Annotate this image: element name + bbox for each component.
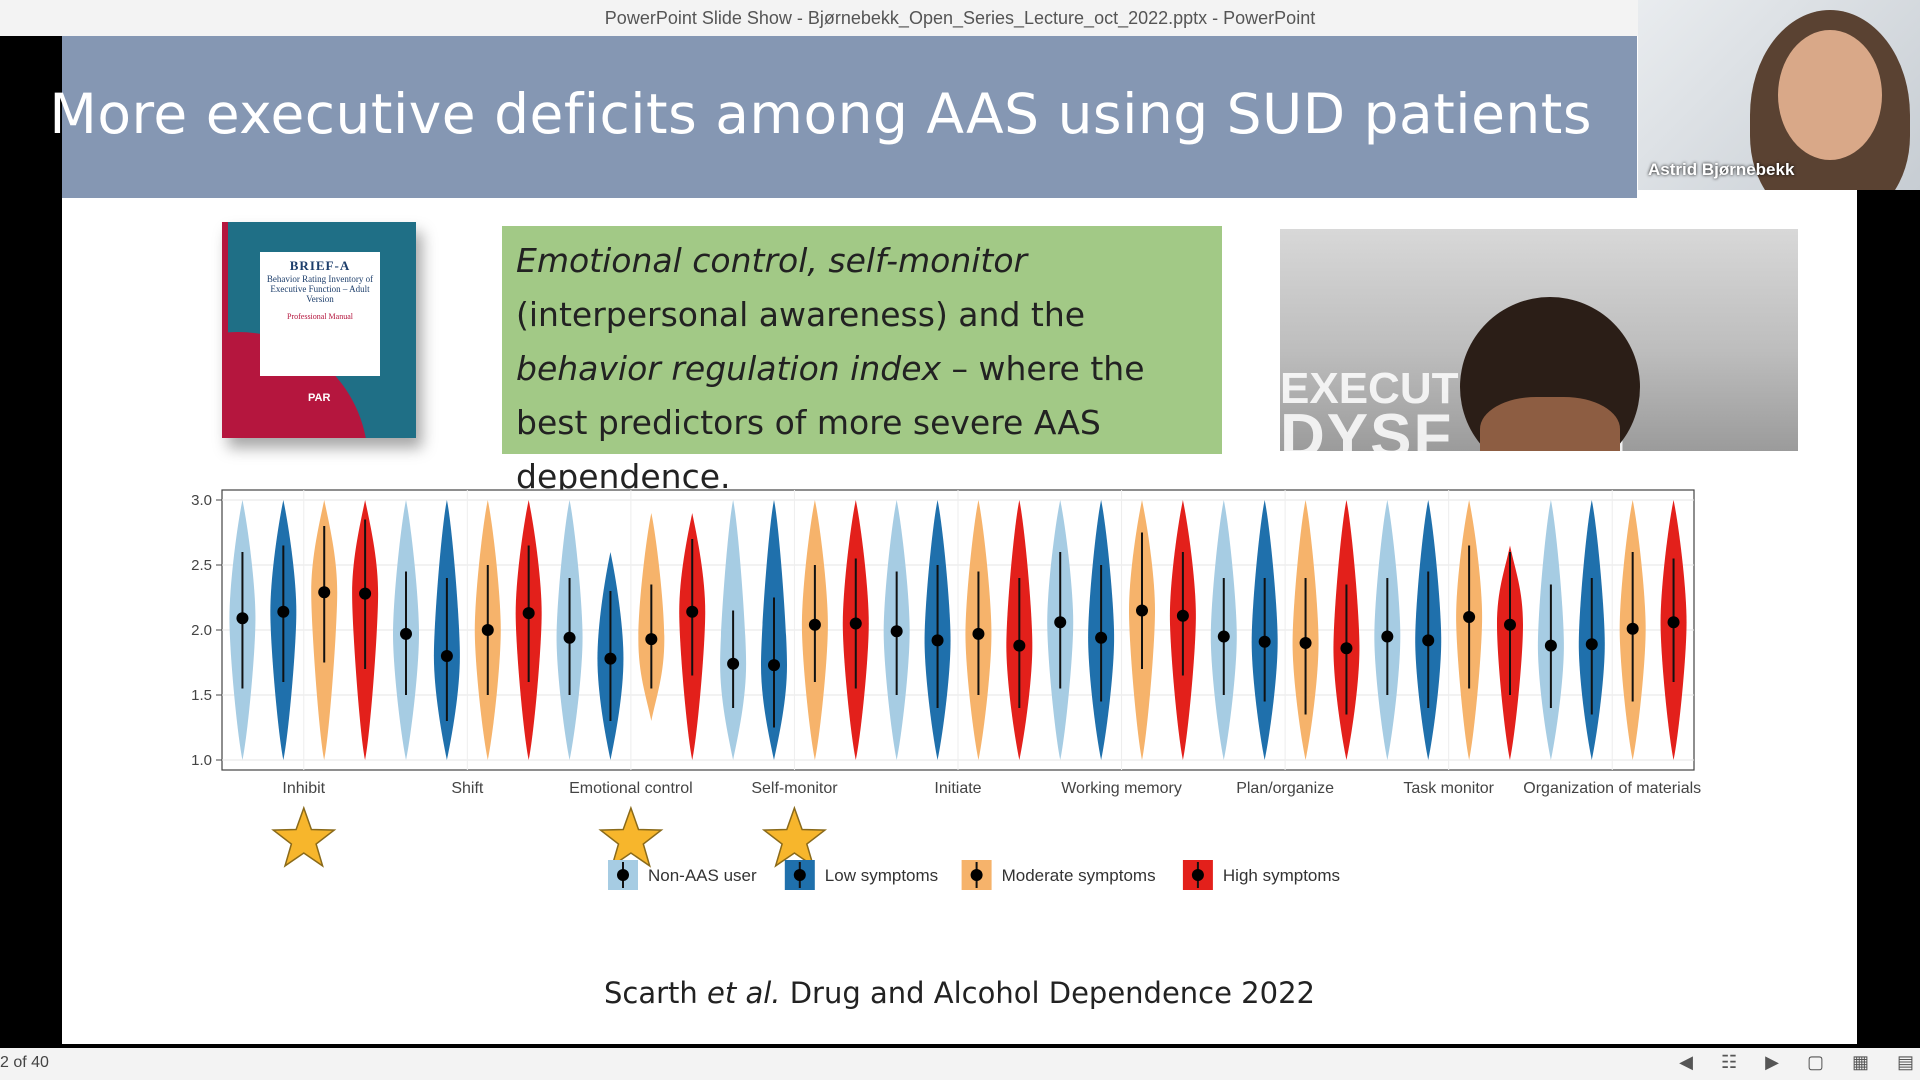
mean-point [1054, 616, 1067, 629]
mean-point [1463, 611, 1476, 623]
book-name: BRIEF-A [289, 258, 351, 273]
mean-point [1422, 634, 1435, 647]
mean-point [768, 659, 780, 672]
mean-point [481, 624, 494, 636]
mean-point [1136, 604, 1148, 617]
mean-point [686, 605, 699, 618]
mean-point [1504, 618, 1516, 631]
photo-face [1480, 397, 1620, 451]
legend-point [617, 869, 629, 881]
mean-point [1667, 616, 1680, 629]
box-italic-1: Emotional control, self-monitor [516, 241, 1028, 280]
x-tick-label: Shift [451, 780, 484, 797]
book-subtitle: Behavior Rating Inventory of Executive F… [266, 274, 374, 304]
y-tick-label: 2.5 [191, 557, 212, 574]
legend-label: High symptoms [1223, 866, 1340, 885]
legend-label: Low symptoms [825, 866, 938, 885]
book-label: BRIEF-A Behavior Rating Inventory of Exe… [260, 252, 380, 376]
mean-point [277, 605, 290, 618]
mean-point [931, 634, 944, 647]
x-tick-label: Emotional control [569, 780, 693, 797]
star-icon [271, 805, 337, 868]
x-tick-label: Inhibit [282, 780, 325, 797]
legend-label: Moderate symptoms [1002, 866, 1156, 885]
mean-point [1013, 639, 1026, 652]
mean-point [1217, 630, 1230, 643]
book-publisher: PAR [308, 392, 331, 404]
slide-title: More executive deficits among AAS using … [49, 82, 1592, 146]
slide-counter: 2 of 40 [0, 1054, 49, 1071]
x-tick-label: Working memory [1061, 780, 1182, 797]
citation-author: Scarth [604, 976, 708, 1010]
window-title: PowerPoint Slide Show - Bjørnebekk_Open_… [604, 8, 1316, 28]
star-icon [761, 805, 828, 868]
legend-point [970, 869, 983, 881]
mean-point [727, 657, 740, 670]
citation-rest: Drug and Alcohol Dependence 2022 [780, 976, 1315, 1010]
mean-point [236, 612, 249, 625]
citation-etal: et al. [707, 976, 781, 1010]
presenter-name: Astrid Bjørnebekk [1648, 160, 1795, 179]
mean-point [1585, 638, 1598, 651]
mean-point [645, 633, 658, 646]
mean-point [1176, 609, 1189, 622]
executive-dysfunction-photo: EXECUTI DYSF TION [1280, 229, 1798, 451]
mean-point [318, 586, 331, 599]
slideshow-controls: ◀ ☷ ▶ ▢ ▦ ▤ [1679, 1052, 1914, 1073]
mean-point [440, 650, 453, 662]
mean-point [1299, 637, 1312, 649]
x-tick-label: Plan/organize [1236, 780, 1334, 797]
normal-view-icon[interactable]: ▢ [1806, 1052, 1824, 1072]
reading-view-icon[interactable]: ▤ [1896, 1052, 1914, 1072]
y-tick-label: 3.0 [191, 492, 212, 509]
title-banner: More executive deficits among AAS using … [49, 36, 1637, 198]
y-tick-label: 1.0 [191, 752, 212, 769]
mean-point [359, 587, 372, 600]
x-tick-label: Task monitor [1403, 780, 1494, 797]
x-tick-label: Organization of materials [1523, 780, 1701, 797]
mean-point [1544, 639, 1557, 652]
legend-point [1191, 869, 1204, 881]
mean-point [400, 627, 412, 640]
status-bar: 2 of 40 ◀ ☷ ▶ ▢ ▦ ▤ [0, 1048, 1920, 1080]
presenter-video: Astrid Bjørnebekk [1638, 0, 1920, 190]
mean-point [563, 631, 576, 644]
mean-point [972, 627, 985, 640]
x-tick-label: Self-monitor [751, 780, 838, 797]
presenter-face [1778, 30, 1882, 160]
violin-chart: 1.0 1.5 2.0 2.5 3.0 Inhibit Shift Emotional con… [191, 489, 1701, 890]
x-tick-label: Initiate [934, 780, 981, 797]
citation: Scarth et al. Drug and Alcohol Dependenc… [604, 976, 1315, 1010]
mean-point [1626, 622, 1639, 635]
slide-canvas: More executive deficits among AAS using … [49, 36, 1857, 1044]
mean-point [890, 625, 903, 638]
box-italic-2: behavior regulation index [516, 349, 942, 388]
mean-point [849, 617, 862, 630]
star-icon [598, 805, 664, 868]
book-manual: Professional Manual [287, 312, 353, 321]
photo-word-1: EXECUTI [1280, 364, 1471, 413]
mean-point [522, 607, 535, 620]
legend-label: Non-AAS user [648, 866, 757, 885]
mean-point [808, 618, 821, 631]
box-plain-1: (interpersonal awareness) and the [516, 295, 1086, 334]
mean-point [1258, 635, 1271, 648]
mean-point [1095, 631, 1108, 644]
mean-point [604, 652, 617, 665]
brief-a-book-image: BRIEF-A Behavior Rating Inventory of Exe… [222, 222, 416, 438]
next-icon[interactable]: ▶ [1765, 1052, 1779, 1072]
y-tick-label: 2.0 [191, 622, 212, 639]
legend-point [793, 869, 806, 881]
mean-point [1381, 630, 1394, 643]
previous-icon[interactable]: ◀ [1679, 1052, 1693, 1072]
notes-icon[interactable]: ☷ [1720, 1052, 1738, 1072]
window-titlebar: PowerPoint Slide Show - Bjørnebekk_Open_… [0, 0, 1920, 36]
slide-sorter-icon[interactable]: ▦ [1851, 1052, 1869, 1072]
mean-point [1340, 642, 1353, 655]
y-tick-label: 1.5 [191, 687, 212, 704]
